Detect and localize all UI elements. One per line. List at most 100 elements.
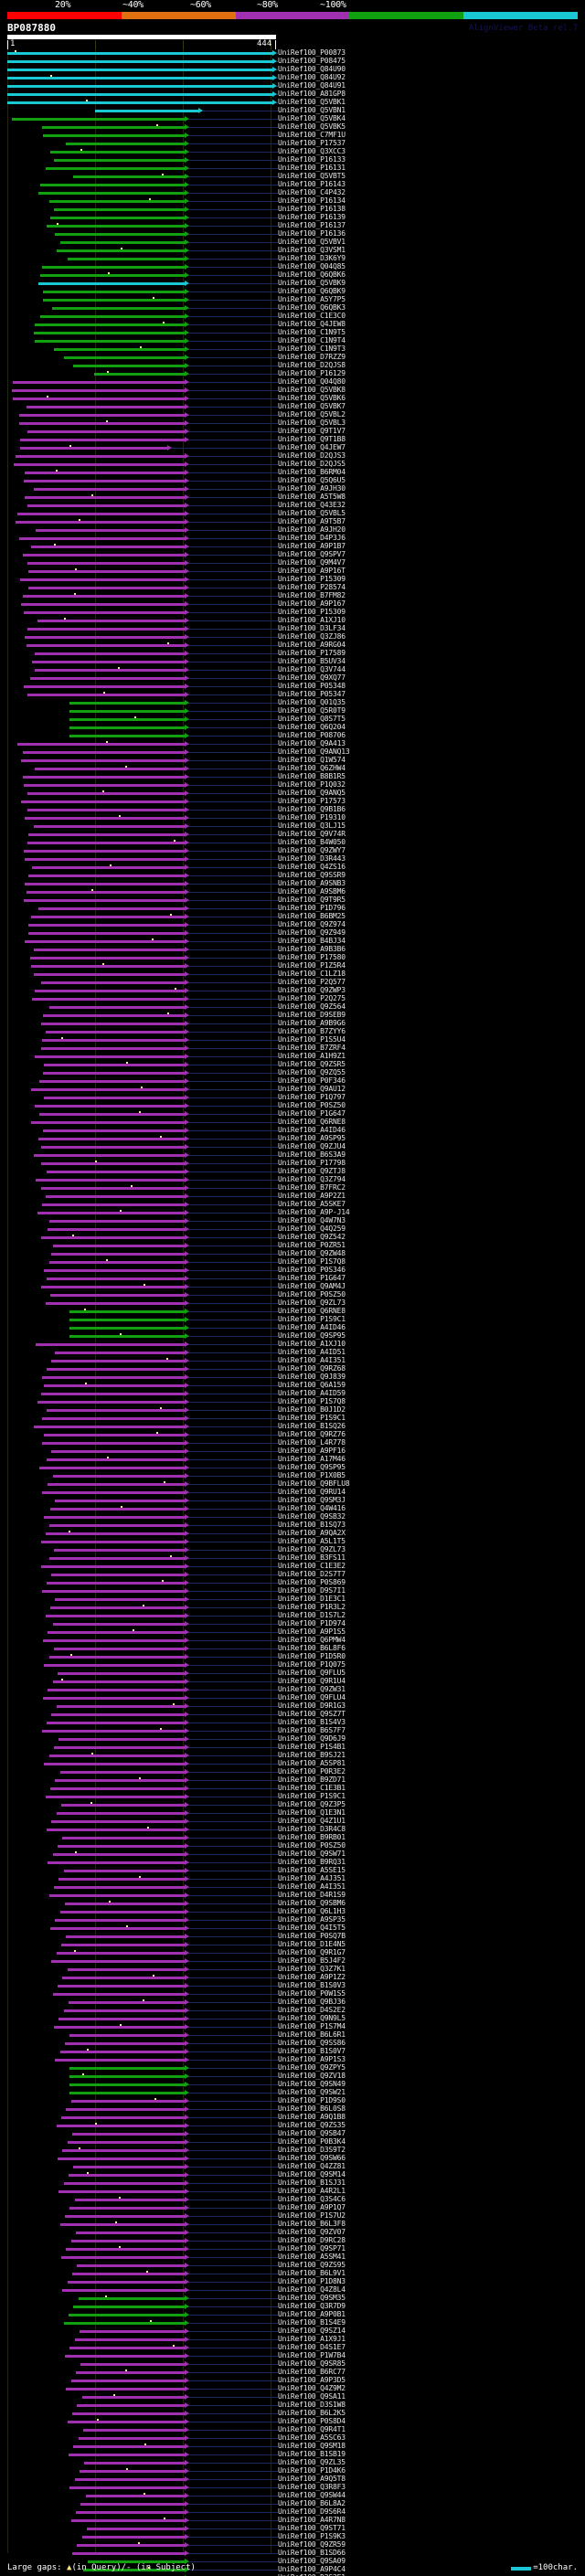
hit-alignment-bar[interactable] bbox=[48, 1631, 186, 1634]
hit-row[interactable]: UniRef100_Q9SP95 bbox=[0, 1331, 585, 1341]
hit-accession-label[interactable]: UniRef100_P0SZ50 bbox=[278, 1101, 346, 1109]
hit-row[interactable]: UniRef100_Q9SB47 bbox=[0, 2129, 585, 2138]
hit-accession-label[interactable]: UniRef100_Q3R7D9 bbox=[278, 2302, 346, 2310]
hit-alignment-bar[interactable] bbox=[51, 1713, 186, 1716]
hit-row[interactable]: UniRef100_A9P3D5 bbox=[0, 2376, 585, 2385]
hit-accession-label[interactable]: UniRef100_Q6QBK9 bbox=[278, 287, 346, 295]
hit-accession-label[interactable]: UniRef100_P16131 bbox=[278, 164, 346, 172]
hit-row[interactable]: UniRef100_Q9R1U4 bbox=[0, 1677, 585, 1686]
hit-row[interactable]: UniRef100_P1D974 bbox=[0, 1619, 585, 1628]
hit-alignment-bar[interactable] bbox=[25, 940, 186, 943]
hit-accession-label[interactable]: UniRef100_B6L2K5 bbox=[278, 2409, 346, 2417]
hit-alignment-bar[interactable] bbox=[69, 1319, 186, 1321]
hit-alignment-bar[interactable] bbox=[70, 2240, 186, 2242]
hit-row[interactable]: UniRef100_A9PF16 bbox=[0, 1447, 585, 1456]
hit-alignment-bar[interactable] bbox=[32, 866, 186, 869]
hit-row[interactable]: UniRef100_Q9R1G7 bbox=[0, 1948, 585, 1957]
hit-accession-label[interactable]: UniRef100_P17537 bbox=[278, 139, 346, 147]
hit-accession-label[interactable]: UniRef100_Q9SW71 bbox=[278, 1850, 346, 1858]
hit-alignment-bar[interactable] bbox=[48, 1656, 186, 1659]
hit-row[interactable]: UniRef100_Q5VBV1 bbox=[0, 238, 585, 247]
hit-alignment-bar[interactable] bbox=[70, 2380, 186, 2382]
hit-accession-label[interactable]: UniRef100_D1E4N5 bbox=[278, 1940, 346, 1948]
hit-row[interactable]: UniRef100_D9RC28 bbox=[0, 2236, 585, 2245]
hit-row[interactable]: UniRef100_Q6PMW4 bbox=[0, 1636, 585, 1645]
hit-row[interactable]: UniRef100_D9S6R4 bbox=[0, 2507, 585, 2517]
hit-accession-label[interactable]: UniRef100_P0SZ50 bbox=[278, 1841, 346, 1850]
hit-row[interactable]: UniRef100_P0ZR51 bbox=[0, 1241, 585, 1250]
hit-alignment-bar[interactable] bbox=[51, 1574, 186, 1576]
hit-alignment-bar[interactable] bbox=[47, 1409, 186, 1412]
hit-accession-label[interactable]: UniRef100_Q9Z974 bbox=[278, 920, 346, 928]
hit-alignment-bar[interactable] bbox=[69, 2207, 186, 2210]
hit-alignment-bar[interactable] bbox=[41, 1442, 186, 1445]
hit-row[interactable]: UniRef100_P16137 bbox=[0, 221, 585, 230]
hit-row[interactable]: UniRef100_B4W050 bbox=[0, 838, 585, 847]
hit-alignment-bar[interactable] bbox=[27, 842, 186, 844]
hit-row[interactable]: UniRef100_Q9N9L5 bbox=[0, 2014, 585, 2023]
hit-accession-label[interactable]: UniRef100_Q9ZPY5 bbox=[278, 2063, 346, 2072]
hit-accession-label[interactable]: UniRef100_A4R7N8 bbox=[278, 2516, 346, 2524]
hit-accession-label[interactable]: UniRef100_Q9ZR59 bbox=[278, 2540, 346, 2549]
hit-alignment-bar[interactable] bbox=[74, 2478, 186, 2481]
hit-accession-label[interactable]: UniRef100_Q9ZSR5 bbox=[278, 1060, 346, 1068]
hit-alignment-bar[interactable] bbox=[50, 1508, 186, 1511]
hit-row[interactable]: UniRef100_A9P16T bbox=[0, 567, 585, 576]
hit-row[interactable]: UniRef100_P0W1S5 bbox=[0, 1989, 585, 1998]
hit-alignment-bar[interactable] bbox=[44, 1064, 186, 1066]
hit-alignment-bar[interactable] bbox=[15, 455, 186, 458]
hit-alignment-bar[interactable] bbox=[59, 2223, 186, 2226]
hit-row[interactable]: UniRef100_Q9T1B8 bbox=[0, 435, 585, 444]
hit-row[interactable]: UniRef100_P08706 bbox=[0, 731, 585, 740]
hit-alignment-bar[interactable] bbox=[26, 891, 186, 894]
hit-row[interactable]: UniRef100_Q4W416 bbox=[0, 1504, 585, 1513]
hit-accession-label[interactable]: UniRef100_B7ZRF4 bbox=[278, 1044, 346, 1052]
hit-alignment-bar[interactable] bbox=[69, 2486, 186, 2489]
hit-alignment-bar[interactable] bbox=[62, 2289, 186, 2292]
hit-accession-label[interactable]: UniRef100_D3R4C8 bbox=[278, 1825, 346, 1833]
hit-accession-label[interactable]: UniRef100_B6BM25 bbox=[278, 912, 346, 920]
hit-accession-label[interactable]: UniRef100_Q9M4V7 bbox=[278, 558, 346, 567]
hit-row[interactable]: UniRef100_A9SNB3 bbox=[0, 879, 585, 888]
hit-accession-label[interactable]: UniRef100_Q5VBK4 bbox=[278, 114, 346, 122]
hit-accession-label[interactable]: UniRef100_D2QJS5 bbox=[278, 460, 346, 468]
hit-alignment-bar[interactable] bbox=[23, 611, 186, 614]
hit-row[interactable]: UniRef100_Q4JEW8 bbox=[0, 320, 585, 329]
hit-alignment-bar[interactable] bbox=[17, 743, 186, 746]
hit-row[interactable]: UniRef100_Q9ZL73 bbox=[0, 1299, 585, 1308]
hit-accession-label[interactable]: UniRef100_Q4JEW7 bbox=[278, 443, 346, 451]
hit-accession-label[interactable]: UniRef100_A5SM41 bbox=[278, 2253, 346, 2261]
hit-row[interactable]: UniRef100_B5J4F2 bbox=[0, 1956, 585, 1966]
hit-accession-label[interactable]: UniRef100_D1E3C1 bbox=[278, 1595, 346, 1603]
hit-accession-label[interactable]: UniRef100_Q4W7N3 bbox=[278, 1216, 346, 1224]
hit-alignment-bar[interactable] bbox=[63, 2322, 186, 2325]
hit-accession-label[interactable]: UniRef100_A4R2L1 bbox=[278, 2187, 346, 2195]
hit-row[interactable]: UniRef100_D4R1S9 bbox=[0, 1891, 585, 1900]
hit-accession-label[interactable]: UniRef100_B1S0V7 bbox=[278, 2047, 346, 2055]
hit-alignment-bar[interactable] bbox=[41, 266, 186, 269]
hit-row[interactable]: UniRef100_B1S0V7 bbox=[0, 2047, 585, 2056]
hit-row[interactable]: UniRef100_A4ID51 bbox=[0, 1348, 585, 1357]
hit-accession-label[interactable]: UniRef100_A1XJ10 bbox=[278, 616, 346, 624]
hit-alignment-bar[interactable] bbox=[43, 1129, 186, 1132]
hit-accession-label[interactable]: UniRef100_Q5VBK6 bbox=[278, 394, 346, 402]
hit-row[interactable]: UniRef100_Q5VBK7 bbox=[0, 402, 585, 411]
hit-row[interactable]: UniRef100_Q6L1H3 bbox=[0, 1907, 585, 1916]
hit-accession-label[interactable]: UniRef100_Q9ZV18 bbox=[278, 2072, 346, 2080]
hit-row[interactable]: UniRef100_P0S8D4 bbox=[0, 2417, 585, 2426]
hit-accession-label[interactable]: UniRef100_A9SBM6 bbox=[278, 887, 346, 896]
hit-alignment-bar[interactable] bbox=[12, 381, 186, 384]
hit-alignment-bar[interactable] bbox=[34, 652, 186, 655]
hit-row[interactable]: UniRef100_P16136 bbox=[0, 229, 585, 239]
hit-alignment-bar[interactable] bbox=[55, 1779, 186, 1782]
hit-row[interactable]: UniRef100_P0B3K4 bbox=[0, 2137, 585, 2147]
hit-alignment-bar[interactable] bbox=[33, 825, 186, 828]
hit-alignment-bar[interactable] bbox=[55, 1919, 186, 1922]
hit-accession-label[interactable]: UniRef100_Q3VSM1 bbox=[278, 246, 346, 254]
hit-accession-label[interactable]: UniRef100_Q9AU12 bbox=[278, 1085, 346, 1093]
hit-row[interactable]: UniRef100_Q9Z542 bbox=[0, 1233, 585, 1242]
hit-alignment-bar[interactable] bbox=[52, 1245, 186, 1247]
hit-row[interactable]: UniRef100_Q6RNE8 bbox=[0, 1307, 585, 1316]
hit-alignment-bar[interactable] bbox=[58, 1845, 186, 1848]
hit-row[interactable]: UniRef100_Q9SS86 bbox=[0, 2039, 585, 2048]
